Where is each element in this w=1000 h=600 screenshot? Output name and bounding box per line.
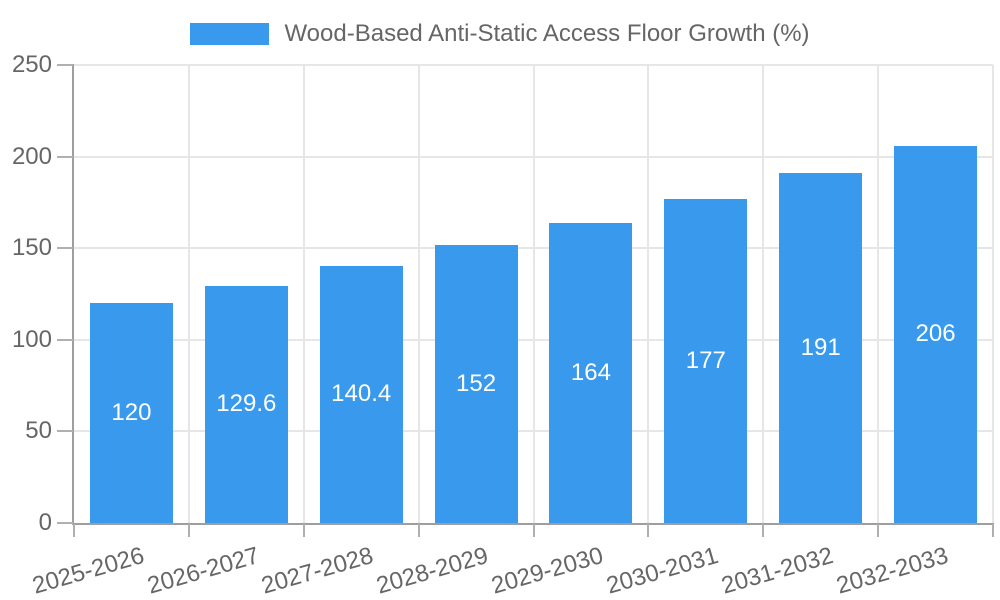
- legend-swatch: [190, 23, 270, 45]
- x-axis-tick-label: 2026-2027: [143, 542, 262, 600]
- y-axis-tick: [57, 247, 73, 250]
- bar[interactable]: 206: [894, 145, 978, 523]
- bar-value-label: 120: [111, 399, 152, 427]
- y-axis-tick-label: 100: [11, 325, 52, 353]
- x-axis-tick-label: 2030-2031: [603, 542, 722, 600]
- bar-value-label: 177: [685, 346, 726, 374]
- y-axis-tick: [57, 522, 73, 524]
- bar[interactable]: 140.4: [319, 265, 403, 523]
- x-axis-tick: [877, 524, 880, 537]
- legend[interactable]: Wood-Based Anti-Static Access Floor Grow…: [0, 20, 1000, 48]
- gridline-vertical: [302, 65, 305, 523]
- x-axis-tick: [762, 524, 765, 537]
- bar-value-label: 152: [456, 369, 497, 397]
- y-axis-tick: [57, 430, 73, 433]
- gridline-vertical: [187, 65, 190, 523]
- x-axis-tick-label: 2029-2030: [488, 542, 607, 600]
- bar[interactable]: 191: [779, 173, 863, 523]
- x-axis-tick: [187, 524, 190, 537]
- y-axis-tick: [57, 64, 73, 66]
- gridline-vertical: [532, 65, 535, 523]
- bar-value-label: 191: [800, 334, 841, 362]
- y-axis-tick-label: 200: [11, 142, 52, 170]
- bar-value-label: 129.6: [216, 390, 277, 418]
- gridline-vertical: [417, 65, 420, 523]
- x-axis-tick-label: 2028-2029: [373, 542, 492, 600]
- x-axis-tick: [302, 524, 305, 537]
- gridline-vertical: [762, 65, 765, 523]
- bar-value-label: 140.4: [331, 380, 392, 408]
- x-axis-tick: [532, 524, 535, 537]
- y-axis-tick: [57, 155, 73, 158]
- bar-value-label: 164: [570, 358, 611, 386]
- gridline-vertical: [992, 65, 994, 523]
- x-axis-tick: [73, 524, 75, 537]
- bar[interactable]: 129.6: [204, 285, 288, 523]
- y-axis-tick-label: 0: [38, 509, 52, 536]
- bar[interactable]: 177: [664, 198, 748, 523]
- bar[interactable]: 120: [89, 303, 173, 523]
- gridline-vertical: [647, 65, 650, 523]
- bar[interactable]: 164: [549, 222, 633, 523]
- x-axis-tick-label: 2027-2028: [258, 542, 377, 600]
- bar-value-label: 206: [915, 320, 956, 348]
- gridline-vertical: [877, 65, 880, 523]
- x-axis-tick-label: 2031-2032: [718, 542, 837, 600]
- plot-area: 120 129.6 140.4 152 164 177 191 206: [74, 64, 994, 523]
- legend-label: Wood-Based Anti-Static Access Floor Grow…: [284, 20, 810, 47]
- y-axis-tick-label: 50: [25, 417, 52, 445]
- x-axis-tick: [992, 524, 994, 537]
- y-axis-line: [72, 64, 74, 525]
- x-axis-tick: [647, 524, 650, 537]
- x-axis-tick-label: 2025-2026: [29, 542, 147, 600]
- y-axis-tick: [57, 338, 73, 341]
- y-axis-tick-label: 250: [11, 51, 52, 78]
- bar[interactable]: 152: [434, 244, 518, 523]
- y-axis-tick-label: 150: [11, 234, 52, 262]
- x-axis-tick-label: 2032-2033: [833, 542, 952, 600]
- x-axis-tick: [417, 524, 420, 537]
